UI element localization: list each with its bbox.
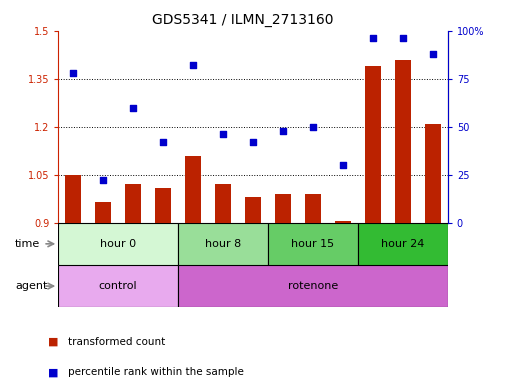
- Bar: [334, 221, 350, 223]
- Point: [248, 139, 257, 145]
- Point: [189, 62, 197, 68]
- Point: [219, 131, 227, 137]
- Bar: [268, 223, 357, 265]
- Text: ■: ■: [48, 337, 59, 347]
- Bar: [424, 124, 440, 223]
- Point: [129, 104, 137, 111]
- Bar: [357, 223, 447, 265]
- Point: [69, 70, 77, 76]
- Point: [428, 51, 436, 57]
- Text: control: control: [98, 281, 137, 291]
- Bar: [95, 202, 111, 223]
- Bar: [58, 223, 178, 265]
- Bar: [178, 223, 268, 265]
- Text: hour 8: hour 8: [205, 239, 241, 249]
- Point: [398, 35, 406, 41]
- Point: [338, 162, 346, 168]
- Point: [368, 35, 376, 41]
- Text: time: time: [15, 239, 40, 249]
- Text: GDS5341 / ILMN_2713160: GDS5341 / ILMN_2713160: [152, 13, 333, 27]
- Bar: [184, 156, 201, 223]
- Bar: [304, 194, 321, 223]
- Text: hour 15: hour 15: [291, 239, 334, 249]
- Text: ■: ■: [48, 367, 59, 377]
- Bar: [244, 197, 261, 223]
- Bar: [274, 194, 291, 223]
- Bar: [155, 187, 171, 223]
- Text: rotenone: rotenone: [287, 281, 337, 291]
- Bar: [178, 265, 447, 307]
- Text: hour 24: hour 24: [380, 239, 424, 249]
- Bar: [125, 184, 141, 223]
- Point: [278, 127, 286, 134]
- Bar: [65, 175, 81, 223]
- Text: percentile rank within the sample: percentile rank within the sample: [68, 367, 244, 377]
- Bar: [214, 184, 231, 223]
- Bar: [394, 60, 410, 223]
- Bar: [364, 66, 380, 223]
- Point: [99, 177, 107, 184]
- Point: [308, 124, 316, 130]
- Text: agent: agent: [15, 281, 47, 291]
- Text: transformed count: transformed count: [68, 337, 165, 347]
- Point: [159, 139, 167, 145]
- Text: hour 0: hour 0: [100, 239, 136, 249]
- Bar: [58, 265, 178, 307]
